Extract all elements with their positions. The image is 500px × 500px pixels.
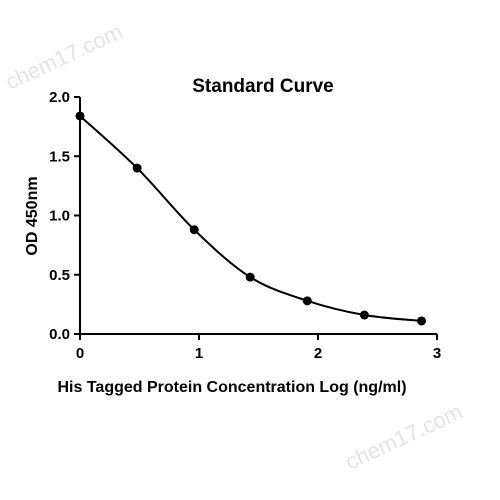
- y-tick-label: 0.0: [49, 326, 70, 343]
- fit-curve-layer: [79, 115, 422, 322]
- data-point: [132, 163, 142, 173]
- x-tick-label: 1: [195, 345, 203, 362]
- watermark-top: chem17.com: [2, 19, 127, 95]
- data-point: [189, 225, 199, 235]
- data-points: [75, 111, 427, 326]
- y-tick-label: 2.0: [49, 89, 70, 106]
- y-tick-label: 1.0: [49, 208, 70, 225]
- watermark-bottom: chem17.com: [342, 399, 467, 475]
- axes: 0.0 0.5 1.0 1.5 2.0 0 1 2 3: [49, 89, 441, 362]
- x-tick-label: 0: [76, 345, 84, 362]
- chart-title: Standard Curve: [192, 76, 333, 97]
- y-tick-label: 0.5: [49, 267, 70, 284]
- data-point: [245, 272, 255, 282]
- data-point: [302, 296, 312, 306]
- data-point: [359, 310, 369, 320]
- fit-curve: [79, 115, 422, 322]
- y-axis-label: OD 450nm: [24, 176, 41, 255]
- y-tick-label: 1.5: [49, 148, 70, 165]
- x-tick-label: 2: [314, 345, 322, 362]
- x-axis-label: His Tagged Protein Concentration Log (ng…: [57, 379, 406, 396]
- data-point: [75, 111, 85, 121]
- data-point: [417, 316, 427, 326]
- x-tick-label: 3: [433, 345, 441, 362]
